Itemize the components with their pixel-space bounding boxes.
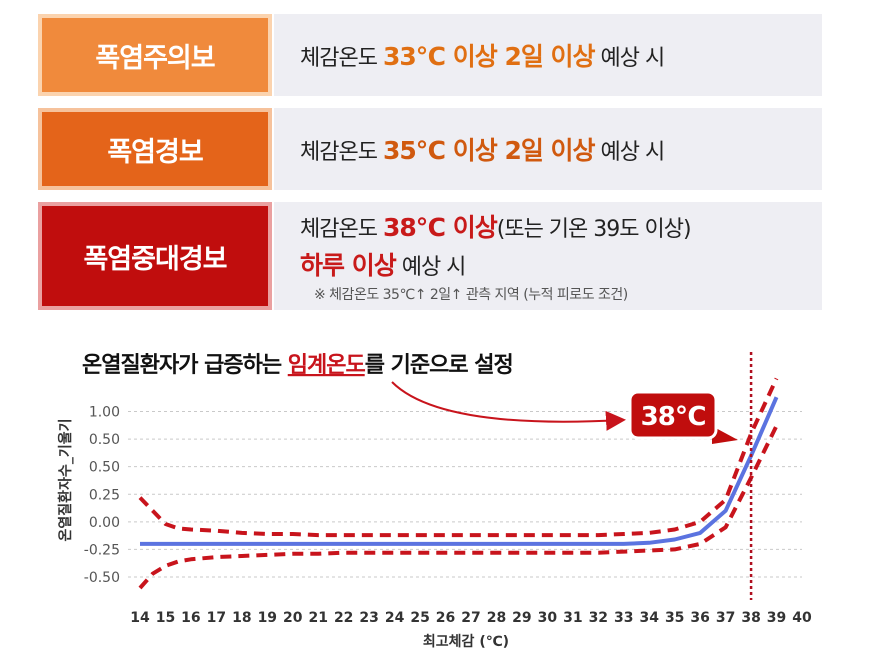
alert-label-advisory: 폭염주의보 xyxy=(38,14,272,96)
x-tick-label: 33 xyxy=(614,610,633,626)
alert-desc-warning: 체감온도 35℃ 이상 2일 이상 예상 시 xyxy=(274,108,822,190)
x-tick-label: 34 xyxy=(639,610,659,626)
grid-lines xyxy=(128,411,802,578)
desc-highlight-2: 하루 이상 xyxy=(300,251,397,280)
desc-suffix: (또는 기온 39도 이상) xyxy=(496,217,692,242)
y-tick-label: 0.25 xyxy=(89,487,120,503)
x-tick-label: 18 xyxy=(232,610,251,626)
x-tick-label: 30 xyxy=(538,610,558,626)
x-tick-label: 31 xyxy=(563,610,582,626)
chart-headline: 온열질환자가 급증하는 임계온도를 기준으로 설정 xyxy=(82,353,513,378)
alert-label-warning: 폭염경보 xyxy=(38,108,272,190)
desc-highlight: 38℃ 이상 xyxy=(382,213,498,242)
x-tick-label: 35 xyxy=(665,610,684,626)
desc-suffix-2: 예상 시 xyxy=(395,255,467,280)
x-axis-label: 최고체감 (℃) xyxy=(423,633,509,650)
x-tick-label: 39 xyxy=(767,610,786,626)
y-tick-label: 0.00 xyxy=(89,515,120,531)
x-tick-label: 32 xyxy=(589,610,608,626)
threshold-callout: 38℃ xyxy=(628,390,738,444)
x-tick-label: 17 xyxy=(207,610,226,626)
x-tick-labels: 14 15 16 17 18 19 20 21 22 23 24 25 26 27 28 29 30 31 32 33… xyxy=(130,610,812,626)
y-tick-label: -0.25 xyxy=(84,542,120,558)
x-tick-label: 29 xyxy=(512,610,531,626)
x-tick-label: 26 xyxy=(436,610,455,626)
x-tick-label: 21 xyxy=(308,610,327,626)
y-tick-label: 0.50 xyxy=(89,432,120,448)
x-tick-label: 40 xyxy=(792,610,812,626)
alert-row-warning: 폭염경보 체감온도 35℃ 이상 2일 이상 예상 시 xyxy=(38,108,822,190)
desc-highlight: 35℃ 이상 2일 이상 xyxy=(382,136,596,165)
headline-prefix: 온열질환자가 급증하는 xyxy=(82,353,288,378)
x-tick-label: 15 xyxy=(156,610,175,626)
x-tick-label: 16 xyxy=(181,610,200,626)
x-tick-label: 23 xyxy=(359,610,378,626)
alert-row-advisory: 폭염주의보 체감온도 33℃ 이상 2일 이상 예상 시 xyxy=(38,14,822,96)
x-tick-label: 25 xyxy=(410,610,429,626)
callout-text: 38℃ xyxy=(641,402,706,432)
y-axis-label: 온열질환자수_기울기 xyxy=(57,419,74,542)
desc-prefix: 체감온도 xyxy=(300,46,383,71)
confidence-bound-line xyxy=(138,377,779,538)
alert-desc-advisory: 체감온도 33℃ 이상 2일 이상 예상 시 xyxy=(274,14,822,96)
headline-highlight: 임계온도 xyxy=(288,353,366,378)
confidence-bound-line xyxy=(138,425,779,590)
y-tick-label: 1.00 xyxy=(89,405,120,421)
x-tick-label: 37 xyxy=(716,610,735,626)
estimate-line xyxy=(140,396,779,546)
callout-tail xyxy=(712,426,738,444)
headline-suffix: 를 기준으로 설정 xyxy=(365,353,513,378)
y-tick-label: -0.50 xyxy=(84,570,120,586)
x-tick-label: 20 xyxy=(283,610,303,626)
x-tick-label: 27 xyxy=(461,610,480,626)
desc-suffix: 예상 시 xyxy=(594,46,666,71)
x-tick-label: 19 xyxy=(258,610,277,626)
desc-prefix: 체감온도 xyxy=(300,217,383,242)
desc-suffix: 예상 시 xyxy=(594,140,666,165)
alert-row-severe: 폭염중대경보 체감온도 38℃ 이상(또는 기온 39도 이상) 하루 이상 예… xyxy=(38,202,822,310)
callout-box xyxy=(628,390,718,440)
callout-arrow xyxy=(391,381,626,431)
desc-highlight: 33℃ 이상 2일 이상 xyxy=(382,42,596,71)
alert-note: ※ 체감온도 35℃↑ 2일↑ 관측 지역 (누적 피로도 조건) xyxy=(314,287,628,303)
y-tick-label: 0.50 xyxy=(89,460,120,476)
x-tick-label: 36 xyxy=(690,610,709,626)
x-tick-label: 14 xyxy=(130,610,150,626)
alert-label-severe: 폭염중대경보 xyxy=(38,202,272,310)
x-tick-label: 24 xyxy=(385,610,405,626)
x-tick-label: 28 xyxy=(487,610,506,626)
x-tick-label: 22 xyxy=(334,610,353,626)
alert-desc-severe: 체감온도 38℃ 이상(또는 기온 39도 이상) 하루 이상 예상 시 ※ 체… xyxy=(274,202,822,310)
desc-prefix: 체감온도 xyxy=(300,140,383,165)
x-tick-label: 38 xyxy=(741,610,760,626)
y-tick-labels: 1.00 0.50 0.50 0.25 0.00 -0.25 -0.50 xyxy=(84,405,120,586)
series-layer xyxy=(138,377,779,590)
